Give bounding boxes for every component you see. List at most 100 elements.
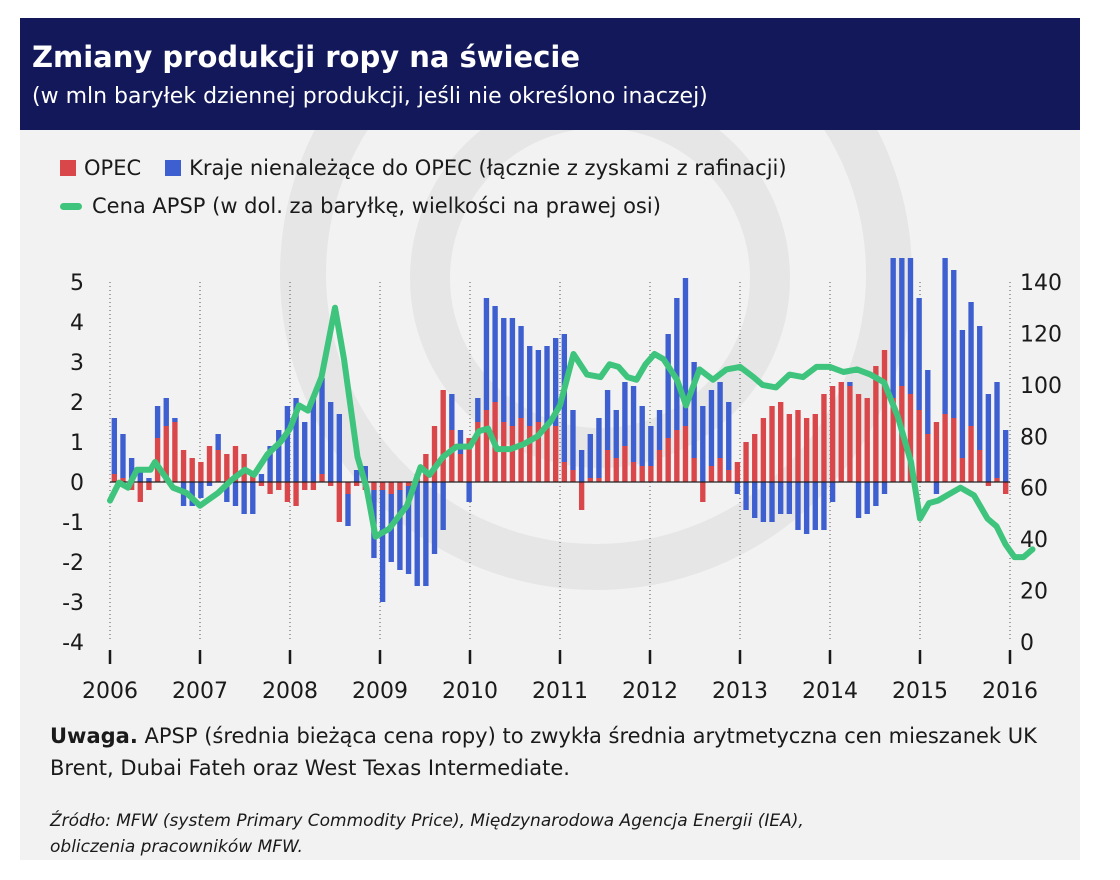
- opec-bar: [674, 430, 680, 482]
- opec-bar: [985, 482, 992, 486]
- opec-bar: [726, 470, 732, 482]
- opec-bar: [267, 482, 273, 494]
- opec-bar: [483, 410, 490, 482]
- opec-bar: [552, 426, 559, 482]
- non-opec-bar: [994, 382, 1000, 478]
- opec-bar: [587, 478, 593, 482]
- opec-bar: [812, 414, 818, 482]
- opec-bar: [907, 394, 914, 482]
- left-axis-tick-label: -3: [62, 591, 84, 616]
- opec-bar: [250, 474, 256, 482]
- non-opec-bar: [310, 398, 317, 482]
- non-opec-bar: [284, 406, 291, 482]
- note-label: Uwaga.: [50, 724, 138, 748]
- opec-bar: [855, 394, 862, 482]
- opec-bar: [371, 482, 377, 490]
- non-opec-bar: [198, 482, 204, 498]
- non-opec-bar: [397, 490, 403, 570]
- opec-bar: [613, 458, 619, 482]
- opec-bar: [466, 438, 472, 482]
- non-opec-bar: [1002, 430, 1009, 482]
- non-opec-bar: [552, 338, 559, 426]
- x-axis-tick-label: 2010: [442, 679, 498, 704]
- non-opec-bar: [951, 270, 957, 418]
- non-opec-bar: [890, 258, 896, 398]
- opec-bar: [890, 398, 896, 482]
- non-opec-bar: [518, 326, 524, 418]
- non-opec-bar: [527, 346, 533, 426]
- non-opec-bar: [111, 418, 118, 474]
- chart-title: Zmiany produkcji ropy na świecie: [32, 40, 580, 74]
- opec-bar: [293, 482, 299, 506]
- opec-bar: [838, 382, 844, 482]
- non-opec-bar: [163, 398, 169, 426]
- non-opec-bar: [544, 346, 550, 426]
- oil-production-chart: 5 4 3 2 1 0 -1 -2 -3 -4 140 120 100 80 60 40 20 0 2006 2007…: [62, 258, 1062, 704]
- right-axis-tick-label: 0: [1020, 631, 1034, 656]
- note-text: APSP (średnia bieżąca cena ropy) to zwyk…: [50, 724, 1037, 780]
- opec-bar: [111, 474, 118, 482]
- non-opec-bar: [907, 258, 914, 394]
- opec-bar: [665, 438, 671, 482]
- non-opec-bar: [154, 406, 161, 438]
- non-opec-bar: [847, 382, 853, 386]
- left-axis-tick-label: -1: [62, 511, 84, 536]
- non-opec-bar: [137, 470, 143, 482]
- opec-bar: [916, 410, 922, 482]
- opec-bar: [786, 414, 793, 482]
- opec-bar: [933, 422, 940, 482]
- non-opec-bar: [215, 434, 221, 450]
- non-opec-bar: [726, 402, 732, 470]
- left-axis-tick-label: 3: [70, 351, 84, 376]
- opec-bar: [215, 450, 221, 482]
- opec-bar: [639, 466, 645, 482]
- legend-apsp-label: Cena APSP (w dol. za baryłkę, wielkości …: [92, 194, 661, 218]
- non-opec-bar: [302, 422, 308, 482]
- non-opec-bar: [803, 482, 810, 534]
- opec-bar: [388, 482, 394, 494]
- apsp-price-line: [107, 304, 1036, 561]
- opec-bar: [561, 462, 568, 482]
- opec-bar: [630, 462, 637, 482]
- non-opec-bar: [475, 398, 481, 422]
- opec-bar: [760, 418, 767, 482]
- non-opec-bar: [578, 450, 585, 482]
- non-opec-bar: [743, 482, 749, 510]
- opec-bar: [224, 454, 230, 482]
- non-opec-bar: [431, 482, 438, 554]
- x-axis-tick-label: 2016: [982, 679, 1038, 704]
- chart-subtitle: (w mln baryłek dziennej produkcji, jeśli…: [32, 84, 708, 109]
- non-opec-bar: [682, 278, 689, 426]
- source: Źródło: MFW (system Primary Commodity Pr…: [50, 808, 1060, 860]
- non-opec-bar: [691, 362, 697, 458]
- non-opec-bar: [604, 390, 611, 450]
- non-opec-bar: [319, 378, 325, 474]
- opec-bar: [925, 434, 931, 482]
- non-opec-bar: [648, 426, 654, 466]
- non-opec-bar: [440, 482, 446, 530]
- left-axis-tick-label: 5: [70, 271, 84, 296]
- opec-bar: [198, 462, 204, 482]
- x-axis-tick-label: 2014: [802, 679, 858, 704]
- opec-bar: [959, 458, 966, 482]
- opec-bar: [137, 482, 143, 502]
- opec-bar: [120, 478, 126, 482]
- x-axis-tick-label: 2012: [622, 679, 678, 704]
- opec-bar: [682, 426, 689, 482]
- opec-bar: [968, 426, 974, 482]
- non-opec-bar: [293, 398, 299, 482]
- opec-bar: [327, 482, 334, 486]
- non-opec-bar: [760, 482, 767, 522]
- opec-bar: [544, 426, 550, 482]
- x-axis-tick-label: 2006: [82, 679, 138, 704]
- right-axis-tick-label: 20: [1020, 580, 1048, 605]
- left-axis-tick-label: 0: [70, 471, 84, 496]
- non-opec-bar: [146, 478, 152, 482]
- opec-bar: [258, 482, 265, 486]
- non-opec-bar: [968, 302, 974, 426]
- right-axis-tick-label: 120: [1020, 322, 1062, 347]
- right-axis-tick-label: 80: [1020, 425, 1048, 450]
- opec-bar: [146, 482, 152, 490]
- non-opec-bar: [777, 482, 784, 514]
- non-opec-bar: [206, 482, 213, 486]
